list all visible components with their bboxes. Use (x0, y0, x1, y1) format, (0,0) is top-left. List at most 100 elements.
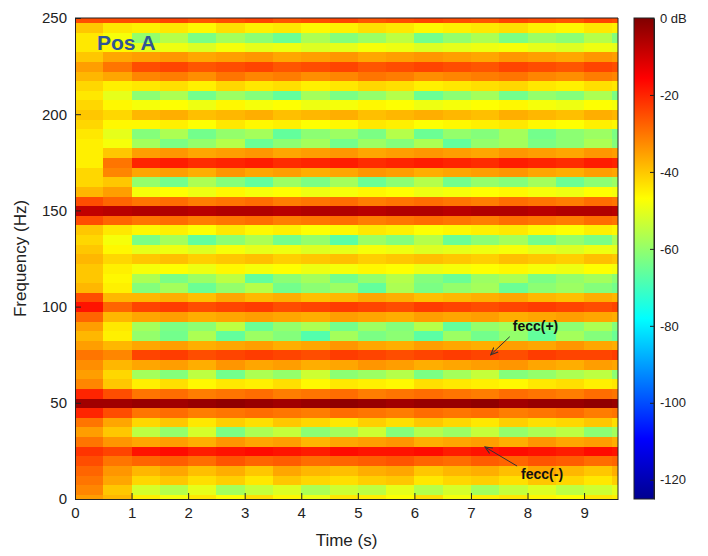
cell (386, 234, 415, 244)
cell (132, 446, 161, 456)
cell (528, 196, 557, 206)
cell (471, 436, 500, 446)
cell (188, 254, 217, 264)
cell (414, 71, 443, 81)
cell (188, 61, 217, 71)
cell (245, 485, 274, 495)
cell (216, 254, 245, 264)
cell (103, 90, 132, 100)
cell (245, 23, 274, 33)
cell (301, 42, 330, 52)
cell (245, 71, 274, 81)
cell (499, 417, 528, 427)
x-tick-label: 3 (241, 504, 249, 521)
colorbar-tick-label: -120 (660, 472, 686, 487)
cell (386, 109, 415, 119)
cell (245, 273, 274, 283)
cell (499, 292, 528, 302)
cell (499, 388, 528, 398)
y-axis: 050100150200250 (42, 9, 81, 507)
cell (330, 283, 359, 293)
cell (273, 408, 302, 418)
cell (330, 177, 359, 187)
colorbar-tick: -40 (650, 165, 679, 180)
cell (301, 244, 330, 254)
cell (443, 215, 472, 225)
cell (584, 225, 613, 235)
cell (301, 340, 330, 350)
cell (188, 42, 217, 52)
cell (75, 283, 104, 293)
cell (301, 167, 330, 177)
cell (556, 32, 585, 42)
cell (612, 292, 618, 302)
cell (245, 138, 274, 148)
cell (160, 485, 189, 495)
cell (75, 254, 104, 264)
annotation-label: fecc(+) (513, 318, 559, 334)
cell (443, 42, 472, 52)
cell (386, 244, 415, 254)
cell (471, 244, 500, 254)
cell (132, 369, 161, 379)
cell (358, 321, 387, 331)
cell (414, 379, 443, 389)
cell (216, 379, 245, 389)
cell (132, 90, 161, 100)
cell (612, 186, 618, 196)
cell (301, 273, 330, 283)
cell (471, 465, 500, 475)
cell (301, 90, 330, 100)
cell (584, 331, 613, 341)
cell (471, 167, 500, 177)
cell (330, 292, 359, 302)
cell (273, 23, 302, 33)
cell (160, 138, 189, 148)
cell (273, 18, 302, 23)
cell (188, 148, 217, 158)
cell (160, 273, 189, 283)
cell (471, 369, 500, 379)
cell (499, 90, 528, 100)
cell (556, 234, 585, 244)
cell (584, 42, 613, 52)
cell (584, 340, 613, 350)
cell (528, 109, 557, 119)
cell (132, 225, 161, 235)
cell (132, 71, 161, 81)
cell (443, 485, 472, 495)
cell (132, 215, 161, 225)
cell (103, 263, 132, 273)
cell (556, 138, 585, 148)
cell (528, 167, 557, 177)
cell (301, 398, 330, 408)
cell (160, 331, 189, 341)
cell (273, 475, 302, 485)
cell (245, 408, 274, 418)
cell (245, 42, 274, 52)
cell (386, 215, 415, 225)
x-tick-label: 1 (128, 504, 136, 521)
cell (216, 436, 245, 446)
cell (556, 485, 585, 495)
cell (301, 369, 330, 379)
cell (75, 340, 104, 350)
cell (216, 167, 245, 177)
cell (584, 350, 613, 360)
cell (188, 446, 217, 456)
cell (132, 340, 161, 350)
cell (188, 417, 217, 427)
cell (160, 494, 189, 499)
cell (414, 408, 443, 418)
cell (273, 379, 302, 389)
cell (132, 148, 161, 158)
y-tick: 100 (42, 298, 81, 315)
cell (584, 234, 613, 244)
cell (301, 225, 330, 235)
cell (273, 369, 302, 379)
cell (75, 456, 104, 466)
cell (216, 398, 245, 408)
cell (301, 494, 330, 499)
cell (612, 369, 618, 379)
cell (330, 81, 359, 91)
